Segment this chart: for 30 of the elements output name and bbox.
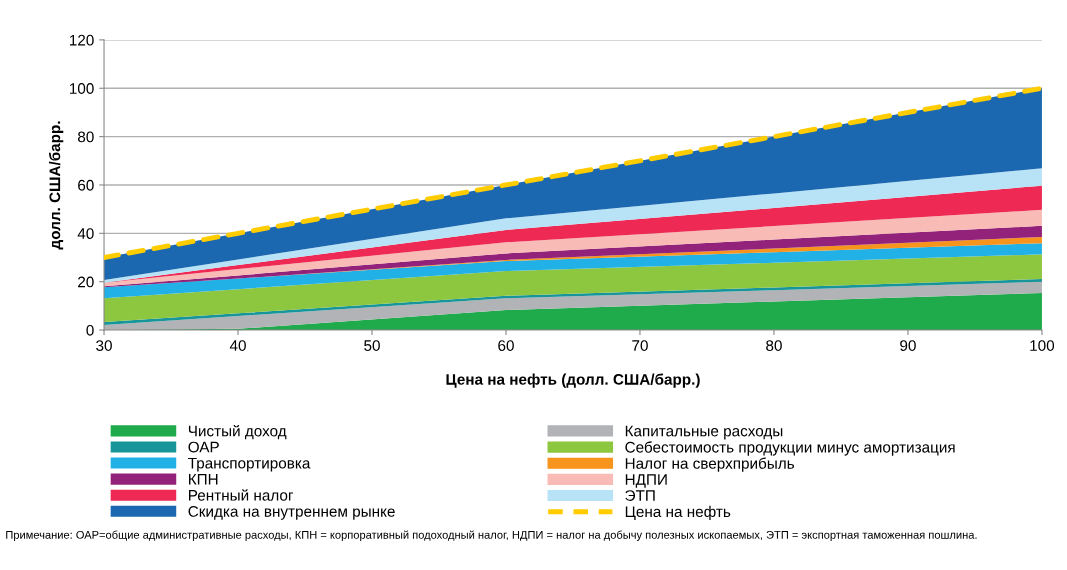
y-tick-label: 80 xyxy=(77,131,94,143)
y-tick-label: 120 xyxy=(69,34,94,46)
x-axis-title: Цена на нефть (долл. США/барр.) xyxy=(446,373,700,388)
y-axis-title: долл. США/барр. xyxy=(48,121,64,250)
x-tick-label: 40 xyxy=(229,340,246,351)
y-tick-label: 20 xyxy=(78,276,94,288)
legend-label: ЭТП xyxy=(625,490,655,501)
legend-label: НДПИ xyxy=(625,474,667,488)
legend-label: Себестоимость продукции минус амортизация xyxy=(625,441,955,456)
y-tick-label: 100 xyxy=(69,83,94,94)
legend-label: Налог на сверхприбыль xyxy=(625,457,795,472)
y-tick-label: 60 xyxy=(78,179,94,191)
x-tick-label: 80 xyxy=(766,340,782,351)
legend-label: Чистый доход xyxy=(188,424,287,440)
text: Примечание: ОАР=общие административные расходы, КПН = корпоративный подоходный налог, НДПИ = налог на добычу полезных ископаемых, ЭТП = экспортная таможенная пошлина. xyxy=(6,530,977,541)
legend-label: КПН xyxy=(189,473,218,485)
x-tick-label: 70 xyxy=(632,340,648,351)
legend-label: Рентный налог xyxy=(189,489,294,501)
y-tick-label: 40 xyxy=(77,228,94,240)
x-tick-label: 60 xyxy=(498,340,514,351)
y-tick-label: 0 xyxy=(86,324,94,336)
legend-label: Скидка на внутреннем рынке xyxy=(188,505,395,520)
x-tick-label: 30 xyxy=(96,340,112,351)
legend-label: Транспортировка xyxy=(188,457,311,472)
x-tick-label: 50 xyxy=(364,340,380,351)
x-tick-label: 100 xyxy=(1030,340,1055,351)
legend-label: Капитальные расходы xyxy=(625,425,783,440)
legend-label: Цена на нефть xyxy=(625,505,731,521)
legend-label: ОАР xyxy=(188,441,219,453)
x-tick-label: 90 xyxy=(900,340,916,351)
